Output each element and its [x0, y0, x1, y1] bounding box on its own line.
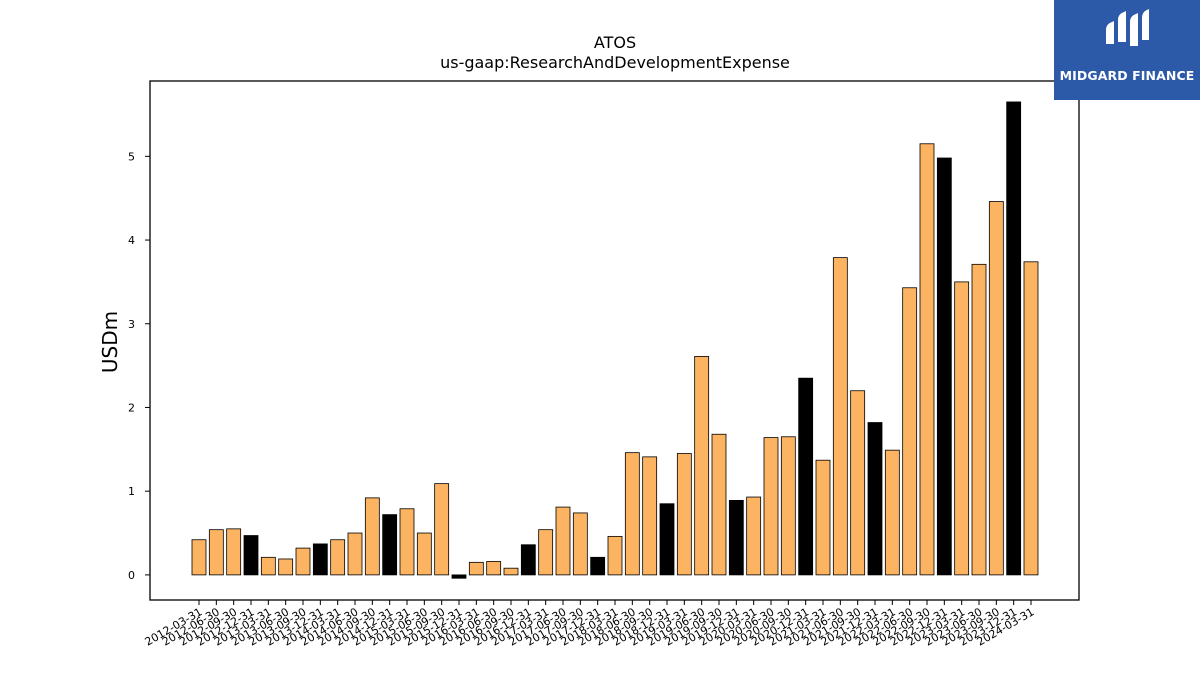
y-tick-label: 1	[128, 485, 135, 498]
bar-2013-09-30	[295, 547, 311, 576]
y-tick-label: 4	[128, 234, 135, 247]
y-tick-label: 3	[128, 318, 135, 331]
bar-2014-12-31	[382, 514, 398, 576]
y-axis-label: USDm	[98, 311, 122, 373]
y-tick-label: 0	[128, 569, 135, 582]
bar-2016-09-30	[503, 567, 519, 576]
brand-name: MIDGARD FINANCE	[1059, 68, 1195, 83]
bar-2019-03-31	[676, 453, 692, 576]
bar-2012-06-30	[208, 529, 224, 576]
bar-2013-12-31	[312, 543, 328, 576]
y-tick-label: 5	[128, 150, 135, 163]
bar-2021-06-30	[832, 257, 848, 576]
bar-2013-06-30	[278, 558, 294, 576]
bar-2012-12-31	[243, 535, 259, 576]
bar-2014-06-30	[347, 532, 363, 576]
bar-2021-12-31	[867, 422, 883, 576]
bar-2015-03-31	[399, 508, 415, 576]
chart-title: ATOS	[594, 33, 636, 52]
bar-2017-09-30	[572, 512, 588, 576]
bar-2019-06-30	[694, 355, 710, 576]
midgard-logo-icon	[1106, 9, 1149, 46]
bar-2017-12-31	[590, 556, 606, 576]
bar-2020-09-30	[780, 436, 796, 576]
bar-2021-03-31	[815, 459, 831, 576]
bar-2015-09-30	[434, 483, 450, 576]
bar-2023-09-30	[988, 201, 1004, 576]
bar-2018-12-31	[659, 503, 675, 576]
bar-2017-03-31	[538, 529, 554, 576]
bar-2023-06-30	[971, 263, 987, 576]
bar-2020-03-31	[746, 496, 762, 576]
bar-2020-06-30	[763, 437, 779, 576]
bar-2016-03-31	[468, 561, 484, 576]
bar-2022-03-31	[884, 449, 900, 576]
bar-2018-06-30	[624, 452, 640, 576]
bar-2021-09-30	[850, 390, 866, 576]
bar-2013-03-31	[260, 556, 276, 576]
bar-2017-06-30	[555, 506, 571, 576]
bar-2019-12-31	[728, 499, 744, 576]
bar-2012-03-31	[191, 539, 207, 576]
bar-2022-06-30	[902, 287, 918, 576]
bar-2012-09-30	[226, 528, 242, 576]
midgard-finance-logo: MIDGARD FINANCE	[1054, 0, 1200, 100]
bar-2022-12-31	[936, 157, 952, 576]
bar-2015-12-31	[451, 574, 467, 579]
bar-2014-03-31	[330, 539, 346, 576]
bar-2022-09-30	[919, 143, 935, 576]
bar-2019-09-30	[711, 433, 727, 576]
bar-2024-03-31	[1023, 261, 1039, 576]
bar-2016-12-31	[520, 544, 536, 576]
bar-2023-12-31	[1006, 101, 1022, 576]
bar-2015-06-30	[416, 532, 432, 576]
bar-2018-03-31	[607, 535, 623, 576]
bar-2023-03-31	[954, 281, 970, 576]
bar-2016-06-30	[486, 561, 502, 576]
bar-2018-09-30	[642, 456, 658, 576]
plot-frame	[149, 80, 1080, 601]
chart-subtitle: us-gaap:ResearchAndDevelopmentExpense	[440, 53, 790, 72]
bar-2020-12-31	[798, 377, 814, 576]
y-tick-label: 2	[128, 401, 135, 414]
bar-2014-09-30	[364, 497, 380, 576]
